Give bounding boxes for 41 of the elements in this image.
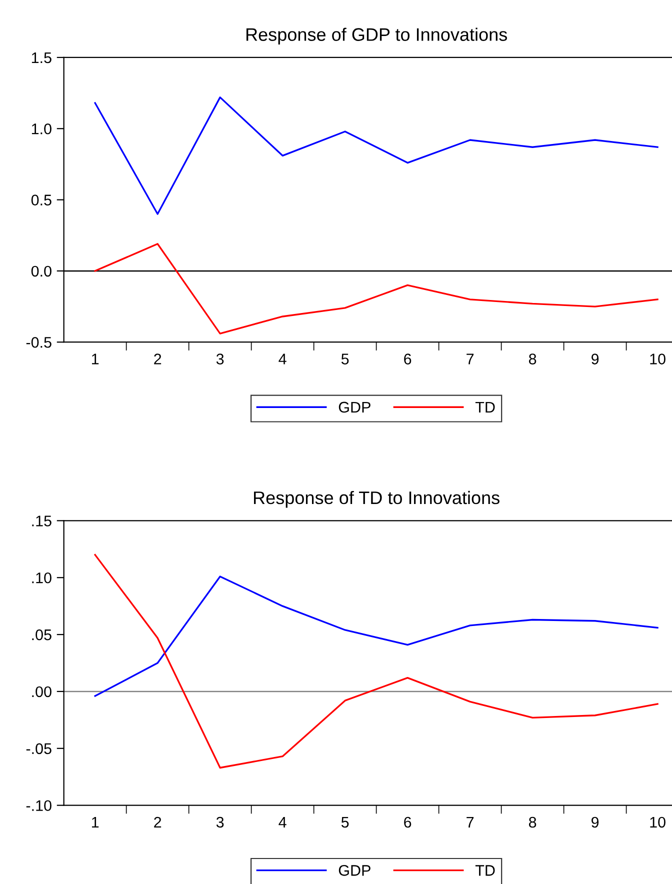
legend-label: GDP [338, 865, 370, 876]
x-tick-label: 7 [466, 354, 474, 364]
legend-label: TD [475, 865, 495, 876]
y-tick-label: -.05 [26, 743, 52, 754]
x-tick-label: 8 [528, 354, 536, 364]
y-tick-label: 1.0 [32, 123, 52, 134]
y-tick-label: -0.5 [26, 336, 52, 348]
y-tick-label: 0.5 [31, 194, 52, 206]
x-tick-label: 6 [404, 816, 412, 828]
y-tick-label: -.10 [26, 800, 52, 812]
x-tick-label: 6 [404, 354, 412, 364]
x-tick-label: 9 [592, 816, 599, 828]
line-series [94, 96, 658, 215]
x-tick-label: 3 [216, 354, 224, 364]
legend-label: TD [475, 402, 495, 412]
y-tick-label: .05 [32, 629, 52, 640]
x-tick-label: 5 [341, 816, 349, 828]
x-tick-label: 4 [278, 354, 286, 364]
line-series [94, 243, 658, 334]
y-tick-label: .00 [32, 686, 52, 698]
x-tick-label: 1 [92, 816, 99, 828]
x-tick-label: 2 [154, 354, 162, 364]
line-series [94, 576, 658, 697]
y-tick-label: 1.5 [32, 52, 52, 64]
line-series [94, 554, 658, 769]
x-tick-label: 1 [92, 354, 99, 364]
legend-label: GDP [338, 402, 370, 413]
y-tick-label: .10 [32, 572, 52, 584]
chart-title: Response of TD to Innovations [254, 490, 500, 508]
x-tick-label: 5 [341, 354, 349, 364]
y-tick-label: .15 [32, 516, 52, 526]
x-tick-label: 10 [650, 354, 666, 364]
x-tick-label: 2 [154, 816, 162, 828]
y-tick-label: 0.0 [31, 266, 52, 277]
x-tick-label: 7 [466, 816, 474, 828]
x-tick-label: 4 [278, 816, 286, 828]
x-tick-label: 3 [216, 816, 224, 828]
x-tick-label: 9 [592, 354, 599, 364]
x-tick-label: 8 [528, 816, 536, 828]
chart-title: Response of GDP to Innovations [246, 28, 507, 45]
x-tick-label: 10 [650, 816, 666, 828]
